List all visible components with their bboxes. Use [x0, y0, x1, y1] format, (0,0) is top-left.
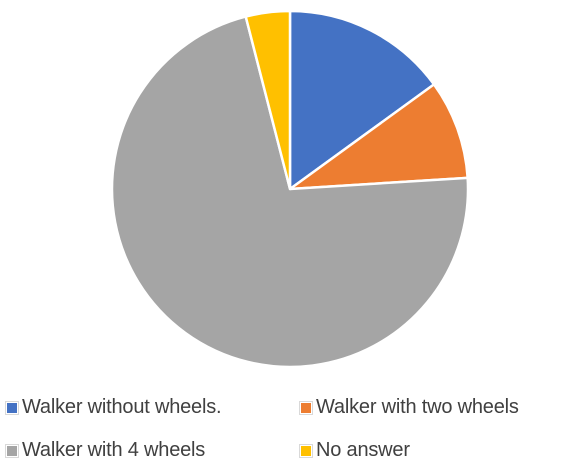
legend-label: No answer: [316, 439, 410, 461]
legend-swatch: [299, 400, 313, 415]
legend-label: Walker with 4 wheels: [22, 439, 206, 461]
legend-swatch: [5, 443, 19, 458]
pie-slice-walker-without-wheels: [288, 9, 436, 191]
pie-slice-walker-with-two-wheels: [288, 83, 469, 191]
pie-slice-walker-with-4-wheels: [110, 15, 470, 369]
legend-label: Walker without wheels.: [22, 396, 222, 418]
legend-item-walker-with-two-wheels: Walker with two wheels: [299, 396, 519, 419]
legend-swatch: [5, 400, 19, 415]
legend-item-no-answer: No answer: [299, 439, 410, 462]
legend-item-walker-with-4-wheels: Walker with 4 wheels: [5, 439, 206, 462]
pie-chart: [110, 9, 470, 369]
legend-swatch: [299, 443, 313, 458]
pie-slice-no-answer: [244, 9, 292, 191]
legend-label: Walker with two wheels: [316, 396, 519, 418]
legend-item-walker-without-wheels: Walker without wheels.: [5, 396, 222, 419]
